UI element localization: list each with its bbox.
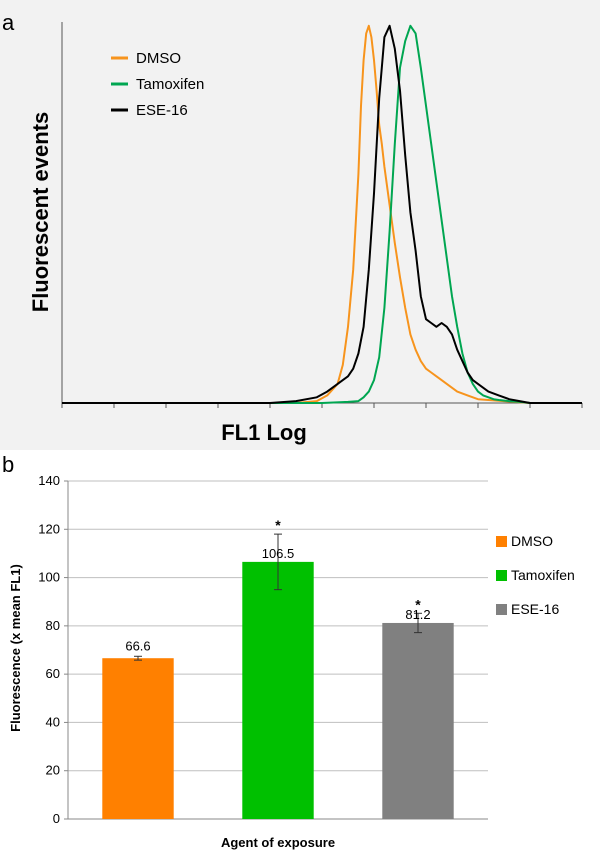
panel-a-letter: a xyxy=(2,10,15,35)
panel-b-legend-label: ESE-16 xyxy=(511,601,559,617)
panel-a-legend-label: Tamoxifen xyxy=(136,76,204,93)
panel-b-y-tick-label: 60 xyxy=(46,666,60,681)
panel-b-legend-swatch xyxy=(496,570,507,581)
panel-a-y-label: Fluorescent events xyxy=(28,112,53,313)
panel-b-legend-swatch xyxy=(496,604,507,615)
panel-b-bar-tamoxifen xyxy=(242,561,314,819)
panel-a-series xyxy=(62,24,582,404)
panel-b-y-tick-label: 80 xyxy=(46,618,60,633)
panel-b-data-label: 81.2 xyxy=(405,607,430,622)
panel-a-x-label: FL1 Log xyxy=(221,420,307,445)
panel-a-legend-label: DMSO xyxy=(136,50,181,67)
panel-b-y-tick-label: 100 xyxy=(38,570,60,585)
panel-a-legend: DMSO Tamoxifen ESE-16 xyxy=(111,50,204,119)
panel-a-histogram: a DMSO Tamoxifen ESE-16 Fluorescent events… xyxy=(0,0,600,450)
panel-b-y-tick-label: 40 xyxy=(46,714,60,729)
panel-a-legend-label: ESE-16 xyxy=(136,102,188,119)
panel-b-y-tick-label: 20 xyxy=(46,763,60,778)
panel-b-legend: DMSO Tamoxifen ESE-16 xyxy=(496,533,575,617)
panel-b-data-label: 66.6 xyxy=(125,638,150,653)
panel-b-significance-star: * xyxy=(275,517,281,533)
panel-b-y-tick-label: 140 xyxy=(38,473,60,488)
panel-b-legend-label: DMSO xyxy=(511,533,553,549)
panel-b-legend-swatch xyxy=(496,536,507,547)
panel-b-letter: b xyxy=(2,452,14,477)
panel-a-line-tamoxifen xyxy=(62,24,582,404)
panel-a-line-ese-16 xyxy=(62,24,582,404)
panel-b-data-label: 106.5 xyxy=(262,546,295,561)
panel-b-x-label: Agent of exposure xyxy=(221,835,335,850)
panel-b-legend-label: Tamoxifen xyxy=(511,567,575,583)
panel-b-bar-dmso xyxy=(102,658,174,819)
panel-b-significance-star: * xyxy=(415,596,421,612)
panel-b-bar-ese-16 xyxy=(382,622,454,819)
panel-b-y-tick-label: 120 xyxy=(38,521,60,536)
panel-b-y-label: Fluorescence (x mean FL1) xyxy=(8,564,23,732)
panel-b-y-tick-label: 0 xyxy=(53,811,60,826)
panel-a-background xyxy=(0,0,600,450)
panel-b-y-ticks: 0 20 40 60 80 100 120 140 xyxy=(38,473,68,826)
